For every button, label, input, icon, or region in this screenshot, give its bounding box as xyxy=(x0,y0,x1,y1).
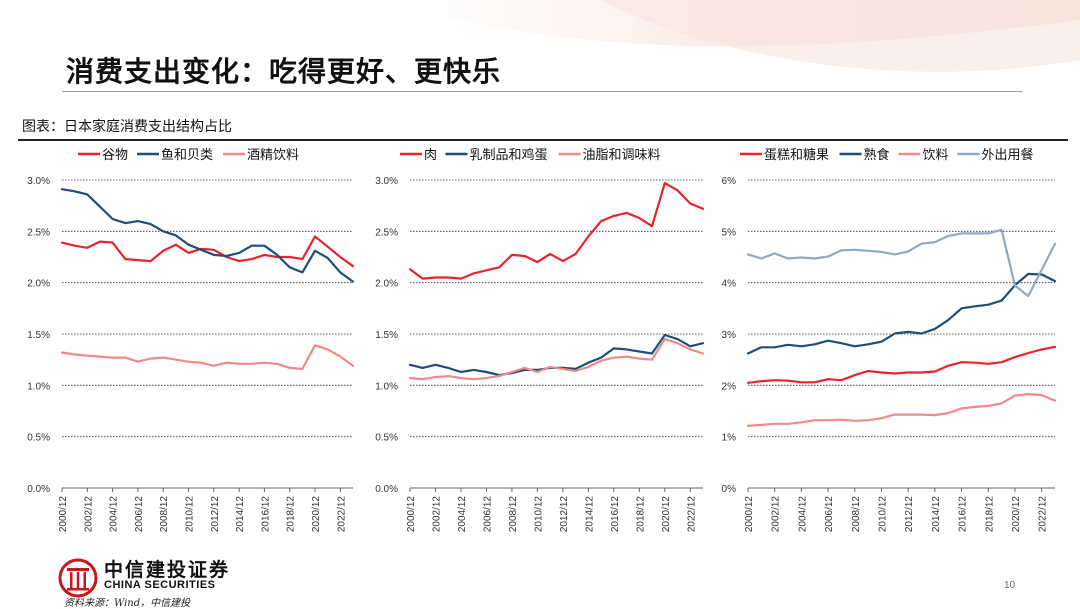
x-tick-label: 2008/12 xyxy=(851,496,862,533)
x-tick-label: 2022/12 xyxy=(336,496,347,533)
x-tick-label: 2018/12 xyxy=(984,496,995,533)
x-tick-label: 2000/12 xyxy=(58,496,69,533)
legend-label: 肉 xyxy=(424,148,437,163)
x-tick-label: 2004/12 xyxy=(797,496,808,533)
x-tick-label: 2018/12 xyxy=(286,496,297,533)
y-tick-label: 0.5% xyxy=(27,433,50,444)
y-tick-label: 3.0% xyxy=(27,176,50,187)
y-tick-label: 1.5% xyxy=(375,330,398,341)
y-tick-label: 6% xyxy=(722,176,737,187)
x-tick-label: 2022/12 xyxy=(686,496,697,533)
x-tick-label: 2006/12 xyxy=(482,496,493,533)
y-tick-label: 3% xyxy=(722,330,737,341)
x-tick-label: 2018/12 xyxy=(635,496,646,533)
x-tick-label: 2000/12 xyxy=(406,496,417,533)
series-line-饮料 xyxy=(746,393,1057,427)
y-tick-label: 1.0% xyxy=(27,381,50,392)
legend-label: 油脂和调味料 xyxy=(583,148,661,163)
legend-label: 熟食 xyxy=(864,147,890,163)
y-tick-label: 3.0% xyxy=(375,176,398,187)
x-tick-label: 2012/12 xyxy=(210,496,221,533)
series-line-鱼和贝类 xyxy=(60,188,355,283)
x-tick-label: 2014/12 xyxy=(584,496,595,533)
y-tick-label: 1.0% xyxy=(375,381,398,392)
legend-label: 鱼和贝类 xyxy=(161,147,213,163)
y-tick-label: 2% xyxy=(722,381,737,392)
y-tick-label: 1.5% xyxy=(27,330,50,341)
x-tick-label: 2006/12 xyxy=(824,496,835,533)
source-note: 资料来源：Wind，中信建投 xyxy=(64,598,191,609)
x-tick-label: 2016/12 xyxy=(958,496,969,533)
x-tick-label: 2016/12 xyxy=(260,496,271,533)
x-tick-label: 2012/12 xyxy=(904,496,915,533)
y-tick-label: 1% xyxy=(722,433,737,444)
series-line-酒精饮料 xyxy=(60,344,355,370)
series-line-油脂和调味料 xyxy=(408,338,705,381)
x-tick-label: 2016/12 xyxy=(610,496,621,533)
y-tick-label: 0.5% xyxy=(375,433,398,444)
china-securities-logo xyxy=(58,558,98,598)
series-line-蛋糕和糖果 xyxy=(746,345,1057,384)
series-line-肉 xyxy=(408,182,705,280)
x-tick-label: 2002/12 xyxy=(83,496,94,533)
series-line-谷物 xyxy=(60,235,355,268)
x-tick-label: 2014/12 xyxy=(235,496,246,533)
y-tick-label: 0.0% xyxy=(375,484,398,495)
y-tick-label: 4% xyxy=(722,279,737,290)
figure-divider xyxy=(18,139,1068,141)
x-tick-label: 2008/12 xyxy=(508,496,519,533)
y-tick-label: 5% xyxy=(722,227,737,238)
legend-label: 乳制品和鸡蛋 xyxy=(470,147,548,163)
logo-name-cn: 中信建投证券 xyxy=(104,559,231,581)
page-number: 10 xyxy=(1004,580,1016,591)
series-line-熟食 xyxy=(746,272,1057,355)
x-tick-label: 2010/12 xyxy=(185,496,196,533)
y-tick-label: 0% xyxy=(722,484,737,495)
x-tick-label: 2010/12 xyxy=(533,496,544,533)
x-tick-label: 2022/12 xyxy=(1038,496,1049,533)
series-line-外出用餐 xyxy=(746,228,1057,298)
x-tick-label: 2014/12 xyxy=(931,496,942,533)
x-tick-label: 2004/12 xyxy=(457,496,468,533)
title-divider xyxy=(62,91,1022,92)
x-tick-label: 2002/12 xyxy=(771,496,782,533)
x-tick-label: 2020/12 xyxy=(661,496,672,533)
legend-label: 外出用餐 xyxy=(982,147,1034,163)
logo-name-en: CHINA SECURITIES xyxy=(104,579,216,591)
x-tick-label: 2000/12 xyxy=(744,496,755,533)
x-tick-label: 2012/12 xyxy=(559,496,570,533)
legend-label: 蛋糕和糖果 xyxy=(764,147,829,163)
x-tick-label: 2002/12 xyxy=(431,496,442,533)
x-tick-label: 2020/12 xyxy=(1011,496,1022,533)
legend-label: 谷物 xyxy=(102,148,128,163)
y-tick-label: 2.5% xyxy=(375,227,398,238)
x-tick-label: 2020/12 xyxy=(311,496,322,533)
legend-label: 饮料 xyxy=(923,148,949,163)
legend-label: 酒精饮料 xyxy=(247,148,299,163)
y-tick-label: 2.0% xyxy=(375,279,398,290)
y-tick-label: 2.5% xyxy=(27,227,50,238)
x-tick-label: 2004/12 xyxy=(109,496,120,533)
x-tick-label: 2010/12 xyxy=(877,496,888,533)
x-tick-label: 2008/12 xyxy=(159,496,170,533)
page-title: 消费支出变化：吃得更好、更快乐 xyxy=(66,55,502,88)
x-tick-label: 2006/12 xyxy=(134,496,145,533)
figure-label: 图表：日本家庭消费支出结构占比 xyxy=(22,119,232,135)
series-line-乳制品和鸡蛋 xyxy=(408,333,705,377)
y-tick-label: 2.0% xyxy=(27,279,50,290)
y-tick-label: 0.0% xyxy=(27,484,50,495)
